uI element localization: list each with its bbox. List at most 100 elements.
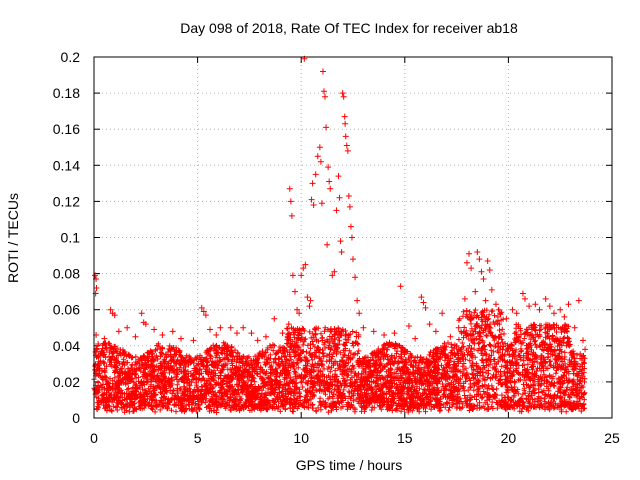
data-point bbox=[412, 335, 419, 342]
data-point bbox=[526, 303, 533, 310]
data-point bbox=[439, 310, 446, 317]
y-tick-label: 0.04 bbox=[53, 338, 80, 354]
data-point bbox=[466, 250, 473, 257]
data-point bbox=[482, 297, 489, 304]
data-point bbox=[579, 337, 586, 344]
data-point bbox=[422, 304, 429, 311]
data-point bbox=[289, 272, 296, 279]
data-point bbox=[338, 248, 345, 255]
data-point bbox=[480, 276, 487, 283]
data-point bbox=[285, 321, 292, 328]
data-point bbox=[294, 306, 301, 313]
data-point bbox=[142, 321, 149, 328]
plot-frame bbox=[93, 56, 613, 419]
y-tick-label: 0.1 bbox=[61, 230, 81, 246]
data-point bbox=[314, 153, 321, 160]
data-point bbox=[288, 212, 295, 219]
data-point bbox=[302, 261, 309, 268]
x-tick-label: 20 bbox=[501, 430, 517, 446]
data-point bbox=[447, 333, 454, 340]
data-point bbox=[111, 312, 118, 319]
data-point bbox=[492, 301, 499, 308]
data-point bbox=[397, 283, 404, 290]
data-point bbox=[350, 256, 356, 263]
data-point bbox=[279, 330, 286, 337]
data-point bbox=[339, 90, 346, 97]
data-point bbox=[478, 268, 485, 275]
y-tick-label: 0.02 bbox=[53, 374, 80, 390]
data-point bbox=[308, 196, 315, 203]
data-point bbox=[296, 310, 303, 317]
data-point bbox=[291, 288, 298, 295]
data-point bbox=[316, 144, 323, 151]
x-tick-label: 0 bbox=[90, 430, 98, 446]
data-point bbox=[532, 301, 539, 308]
data-point bbox=[503, 315, 510, 322]
noise-band bbox=[91, 307, 588, 416]
data-point bbox=[151, 326, 158, 333]
data-point bbox=[476, 256, 483, 263]
data-point bbox=[92, 272, 99, 279]
x-tick-label: 5 bbox=[194, 430, 202, 446]
data-point bbox=[317, 158, 324, 165]
data-point bbox=[536, 306, 543, 313]
data-point bbox=[509, 306, 516, 313]
data-point bbox=[352, 274, 359, 281]
data-point bbox=[546, 303, 553, 310]
data-points bbox=[92, 55, 589, 353]
data-point bbox=[307, 297, 314, 304]
data-point bbox=[370, 328, 377, 335]
data-point bbox=[213, 331, 220, 338]
x-tick-label: 10 bbox=[293, 430, 309, 446]
data-point bbox=[217, 324, 224, 331]
data-point bbox=[202, 312, 209, 319]
data-point bbox=[132, 333, 139, 340]
data-point bbox=[326, 178, 333, 185]
data-point bbox=[207, 326, 214, 333]
x-tick-label: 25 bbox=[604, 430, 620, 446]
data-point bbox=[159, 331, 166, 338]
data-point bbox=[432, 328, 439, 335]
data-point bbox=[248, 330, 255, 337]
data-point bbox=[320, 88, 327, 95]
axis-ticks: 0 5 10 15 20 25 0 0.02 0.04 0.06 0.08 0.1 0.12 0.14 0.… bbox=[53, 49, 620, 446]
data-point bbox=[391, 330, 398, 337]
data-point bbox=[227, 324, 234, 331]
data-point bbox=[488, 286, 495, 293]
data-point bbox=[513, 310, 520, 317]
data-point bbox=[575, 297, 582, 304]
data-point bbox=[306, 303, 313, 310]
y-tick-label: 0.12 bbox=[53, 193, 80, 209]
data-point bbox=[341, 113, 348, 120]
data-point bbox=[240, 324, 247, 331]
data-point bbox=[340, 93, 347, 100]
data-point bbox=[455, 324, 462, 331]
data-point bbox=[486, 266, 493, 273]
data-point bbox=[347, 223, 354, 230]
data-point bbox=[324, 241, 331, 248]
y-tick-label: 0.18 bbox=[53, 85, 80, 101]
data-point bbox=[286, 185, 293, 192]
data-point bbox=[190, 337, 197, 344]
data-point bbox=[418, 294, 425, 301]
data-point bbox=[329, 272, 336, 279]
data-point bbox=[331, 268, 338, 275]
data-point bbox=[345, 192, 352, 199]
data-point bbox=[101, 335, 108, 342]
data-point bbox=[312, 171, 319, 178]
data-point bbox=[198, 304, 205, 311]
data-point bbox=[557, 306, 564, 313]
data-point bbox=[271, 315, 278, 322]
data-point bbox=[344, 147, 351, 154]
y-tick-label: 0.08 bbox=[53, 266, 80, 282]
data-point bbox=[319, 68, 326, 75]
data-point bbox=[254, 337, 261, 344]
data-point bbox=[327, 185, 334, 192]
data-point bbox=[468, 265, 475, 272]
data-point bbox=[561, 313, 568, 320]
data-point bbox=[200, 308, 207, 315]
data-point bbox=[322, 93, 329, 100]
data-point bbox=[107, 306, 114, 313]
data-point bbox=[346, 203, 353, 210]
